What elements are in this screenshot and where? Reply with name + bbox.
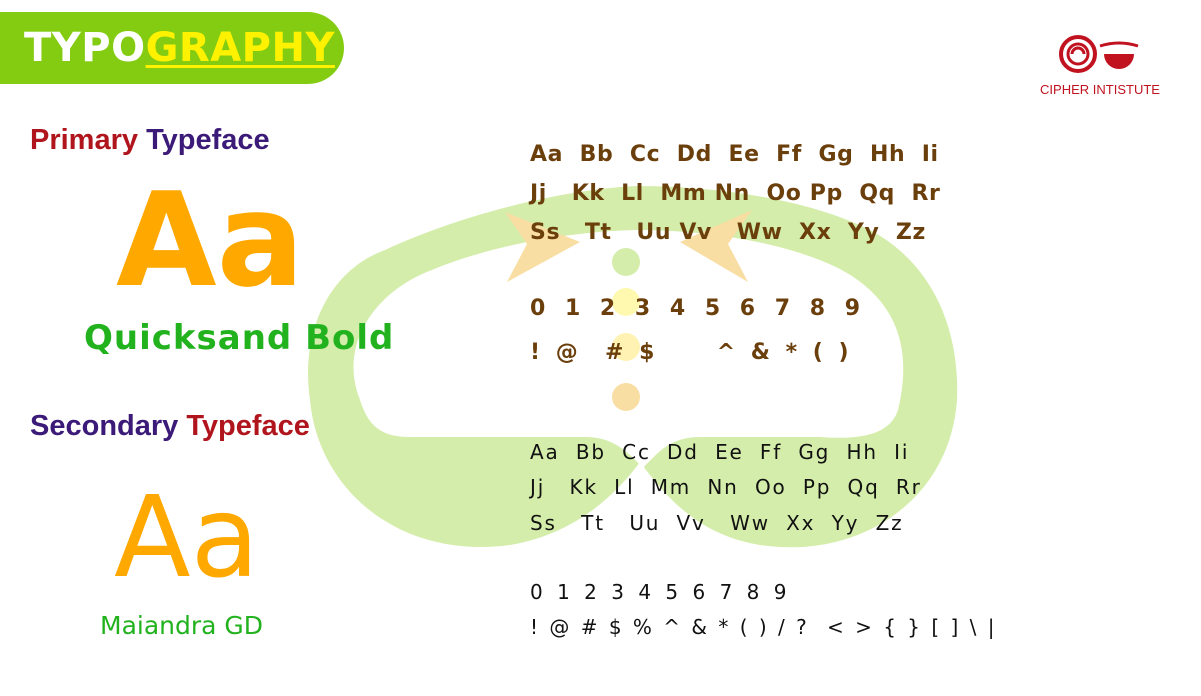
logo-mark-icon bbox=[1059, 35, 1139, 73]
cipher-logo: CIPHER INTISTUTE bbox=[1030, 32, 1170, 104]
secondary-glyphs-row-2: Jj Kk Ll Mm Nn Oo Pp Qq Rr bbox=[530, 475, 922, 499]
secondary-glyphs-digits: 0 1 2 3 4 5 6 7 8 9 bbox=[530, 580, 791, 604]
primary-glyphs-symbols: ! @ # $ ^ & * ( ) bbox=[530, 340, 853, 365]
secondary-font-name: Maiandra GD bbox=[100, 611, 264, 640]
primary-heading-word-2: Typeface bbox=[146, 124, 270, 156]
secondary-sample-glyph: Aa bbox=[114, 473, 260, 603]
primary-glyphs-row-3: Ss Tt Uu Vv Ww Xx Yy Zz bbox=[530, 220, 926, 245]
logo-text: CIPHER INTISTUTE bbox=[1040, 82, 1160, 97]
emblem-dot-4 bbox=[612, 383, 640, 411]
primary-font-name: Quicksand Bold bbox=[84, 318, 395, 358]
title-part-2: GRAPHY bbox=[145, 25, 335, 71]
emblem-dot-1 bbox=[612, 248, 640, 276]
page-title: TYPOGRAPHY bbox=[24, 22, 335, 74]
secondary-glyphs-row-1: Aa Bb Cc Dd Ee Ff Gg Hh Ii bbox=[530, 440, 910, 464]
emblem-dot-2 bbox=[612, 288, 640, 316]
primary-glyphs-digits: 0 1 2 3 4 5 6 7 8 9 bbox=[530, 296, 867, 321]
secondary-glyphs-symbols: ! @ # $ % ^ & * ( ) / ? < > { } [ ] \ | bbox=[530, 615, 998, 639]
title-part-1: TYPO bbox=[24, 25, 146, 71]
primary-heading-word-1: Primary bbox=[30, 124, 139, 156]
primary-typeface-heading: Primary Typeface bbox=[30, 124, 270, 157]
primary-glyphs-row-2: Jj Kk Ll Mm Nn Oo Pp Qq Rr bbox=[530, 181, 941, 206]
emblem-triangle-right bbox=[680, 210, 752, 282]
primary-glyphs-row-1: Aa Bb Cc Dd Ee Ff Gg Hh Ii bbox=[530, 142, 939, 167]
secondary-typeface-heading: Secondary Typeface bbox=[30, 410, 310, 443]
secondary-heading-word-1: Secondary bbox=[30, 410, 179, 442]
primary-sample-glyph: Aa bbox=[116, 164, 305, 316]
title-banner: TYPOGRAPHY bbox=[0, 12, 344, 84]
secondary-glyphs-row-3: Ss Tt Uu Vv Ww Xx Yy Zz bbox=[530, 511, 904, 535]
secondary-heading-word-2: Typeface bbox=[186, 410, 310, 442]
emblem-dot-3 bbox=[612, 333, 640, 361]
emblem-triangle-left bbox=[505, 212, 580, 282]
